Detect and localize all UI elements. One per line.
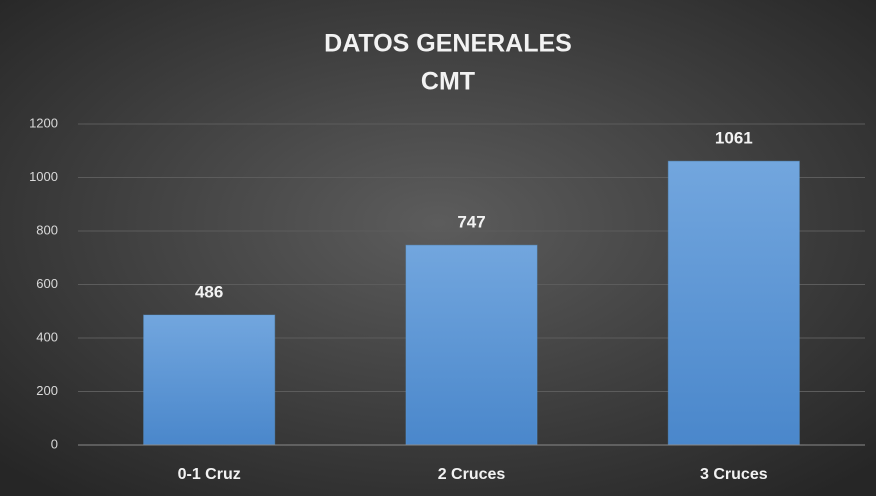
y-tick-label: 1200 xyxy=(29,115,58,130)
y-tick-label: 0 xyxy=(51,436,58,451)
y-tick-label: 400 xyxy=(36,329,58,344)
data-label: 747 xyxy=(457,213,485,232)
x-tick-label: 3 Cruces xyxy=(700,466,768,483)
y-tick-label: 200 xyxy=(36,383,58,398)
x-tick-label: 0-1 Cruz xyxy=(178,466,241,483)
chart-title: DATOS GENERALES xyxy=(324,30,572,58)
data-label: 486 xyxy=(195,282,223,301)
x-tick-label: 2 Cruces xyxy=(438,466,506,483)
bar xyxy=(667,160,800,446)
y-tick-label: 600 xyxy=(36,276,58,291)
data-label: 1061 xyxy=(715,129,753,148)
bar xyxy=(143,314,276,446)
y-tick-label: 1000 xyxy=(29,169,58,184)
chart-subtitle: CMT xyxy=(421,68,475,96)
y-tick-label: 800 xyxy=(36,222,58,237)
bar xyxy=(405,244,538,446)
